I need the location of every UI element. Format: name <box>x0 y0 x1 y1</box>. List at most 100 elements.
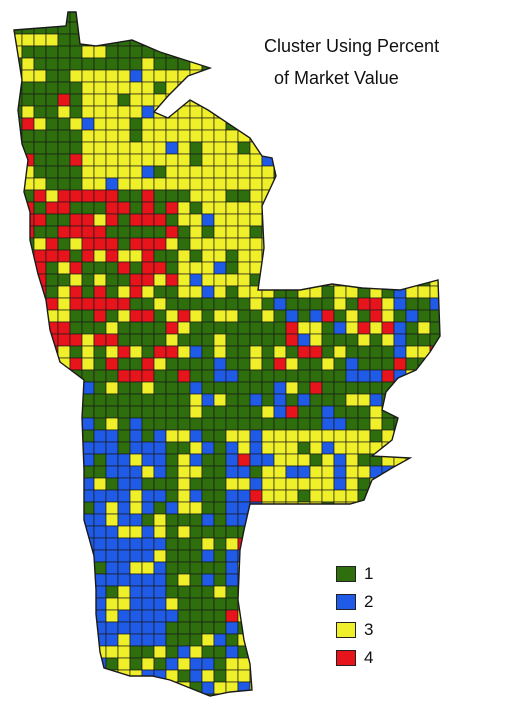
county-cell <box>14 609 23 623</box>
county-cell <box>177 117 191 131</box>
county-cell <box>369 129 383 143</box>
county-cell <box>93 405 107 419</box>
county-cell <box>201 321 215 335</box>
county-cell <box>442 226 454 238</box>
county-cell <box>177 201 191 215</box>
county-cell <box>442 358 454 370</box>
county-cell <box>33 93 47 107</box>
county-cell <box>189 81 203 95</box>
county-cell <box>141 225 155 239</box>
county-cell <box>261 693 275 696</box>
county-cell <box>117 417 131 431</box>
county-cell <box>309 249 323 263</box>
county-cell <box>117 561 131 575</box>
county-cell <box>189 489 203 503</box>
county-cell <box>442 154 454 166</box>
county-cell <box>69 93 83 107</box>
county-cell <box>249 621 263 635</box>
county-cell <box>213 141 227 155</box>
county-cell <box>405 225 419 239</box>
county-cell <box>165 237 179 251</box>
county-cell <box>141 417 155 431</box>
county-cell <box>117 549 131 563</box>
county-cell <box>345 549 359 563</box>
county-cell <box>405 465 419 479</box>
county-cell <box>225 573 239 587</box>
county-cell <box>225 465 239 479</box>
county-cell <box>417 57 431 71</box>
county-cell <box>225 489 239 503</box>
county-cell <box>297 633 311 647</box>
county-cell <box>57 525 71 539</box>
county-cell <box>261 213 275 227</box>
county-cell <box>57 153 71 167</box>
county-cell <box>45 429 59 443</box>
county-cell <box>405 573 419 587</box>
county-cell <box>369 549 383 563</box>
county-cell <box>357 513 371 527</box>
county-cell <box>442 10 454 22</box>
county-cell <box>177 177 191 191</box>
county-cell <box>201 129 215 143</box>
county-cell <box>105 345 119 359</box>
county-cell <box>165 117 179 131</box>
county-cell <box>105 225 119 239</box>
county-cell <box>417 609 431 623</box>
county-cell <box>429 177 440 191</box>
county-cell <box>273 177 287 191</box>
county-cell <box>237 405 251 419</box>
county-cell <box>105 465 119 479</box>
county-cell <box>81 429 95 443</box>
county-cell <box>225 237 239 251</box>
county-cell <box>213 417 227 431</box>
county-cell <box>237 333 251 347</box>
county-cell <box>117 693 131 696</box>
county-cell <box>309 189 323 203</box>
county-cell <box>213 249 227 263</box>
county-cell <box>105 525 119 539</box>
county-cell <box>285 477 299 491</box>
county-cell <box>165 249 179 263</box>
county-cell <box>249 81 263 95</box>
county-cell <box>33 645 47 659</box>
county-cell <box>177 621 191 635</box>
county-cell <box>57 57 71 71</box>
county-cell <box>442 646 454 658</box>
county-cell <box>14 429 23 443</box>
county-cell <box>393 297 407 311</box>
county-cell <box>189 321 203 335</box>
county-cell <box>177 657 191 671</box>
county-cell <box>261 669 275 683</box>
county-cell <box>129 549 143 563</box>
county-cell <box>129 621 143 635</box>
county-cell <box>201 681 215 695</box>
county-cell <box>129 333 143 347</box>
county-cell <box>261 81 275 95</box>
county-cell <box>309 477 323 491</box>
county-cell <box>165 501 179 515</box>
county-cell <box>225 501 239 515</box>
county-cell <box>165 585 179 599</box>
county-cell <box>273 261 287 275</box>
county-cell <box>213 381 227 395</box>
county-cell <box>285 189 299 203</box>
county-cell <box>369 669 383 683</box>
county-cell <box>33 81 47 95</box>
county-cell <box>177 561 191 575</box>
county-cell <box>141 525 155 539</box>
county-cell <box>141 405 155 419</box>
county-cell <box>33 585 47 599</box>
county-cell <box>309 597 323 611</box>
county-cell <box>213 261 227 275</box>
county-cell <box>93 57 107 71</box>
county-cell <box>249 405 263 419</box>
county-cell <box>189 513 203 527</box>
county-cell <box>21 525 35 539</box>
county-cell <box>129 225 143 239</box>
county-cell <box>105 561 119 575</box>
county-cell <box>14 465 23 479</box>
county-cell <box>69 45 83 59</box>
county-cell <box>93 669 107 683</box>
county-cell <box>165 57 179 71</box>
county-cell <box>285 453 299 467</box>
